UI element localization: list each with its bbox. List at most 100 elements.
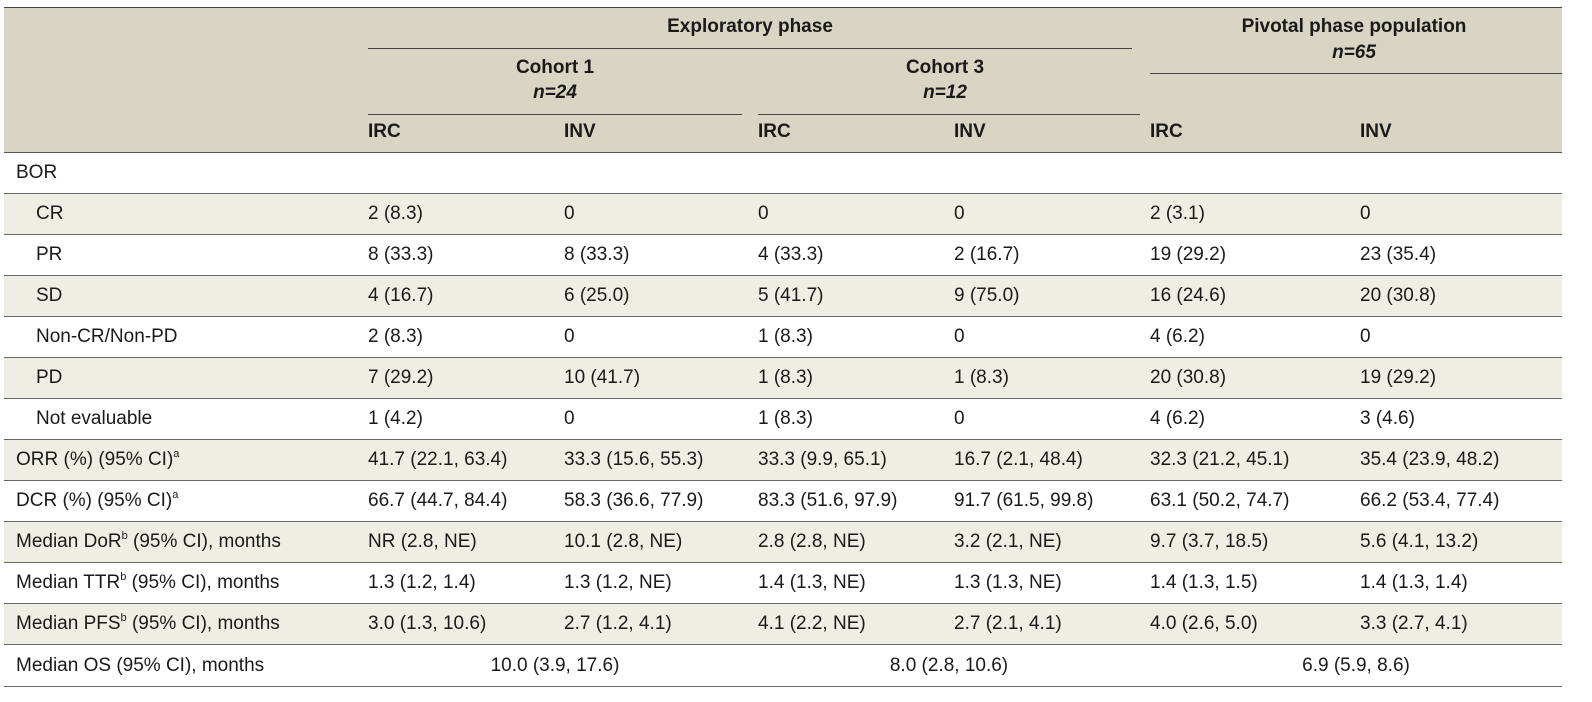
table-cell: 4 (6.2) — [1150, 408, 1205, 429]
table-row: Median PFSb (95% CI), months 3.0 (1.3, 10… — [4, 604, 1562, 645]
table-cell: 3.2 (2.1, NE) — [954, 531, 1062, 552]
footnote-marker: b — [120, 611, 127, 624]
table-cell: 2.7 (1.2, 4.1) — [564, 613, 672, 634]
table-cell: 10 (41.7) — [564, 367, 641, 388]
table-cell: 7 (29.2) — [368, 367, 434, 388]
row-label: PR — [36, 235, 62, 275]
table-cell: 4.1 (2.2, NE) — [758, 613, 866, 634]
cohort1-n: n=24 — [368, 80, 742, 105]
cohort3-n-text: n=12 — [923, 82, 967, 103]
row-label: DCR (%) (95% CI)a — [16, 481, 178, 521]
pivotal-rule — [1150, 73, 1562, 74]
table-cell: 1.3 (1.2, 1.4) — [368, 572, 476, 593]
table-row: DCR (%) (95% CI)a 66.7 (44.7, 84.4) 58.3 (… — [4, 481, 1562, 522]
table-cell: 1.3 (1.2, NE) — [564, 572, 672, 593]
table-cell: 6 (25.0) — [564, 285, 630, 306]
row-label-text: Median PFS — [16, 613, 121, 634]
col-header-c3-irc: IRC — [758, 121, 791, 142]
table-cell: 5.6 (4.1, 13.2) — [1360, 531, 1479, 552]
table-cell: 4 (33.3) — [758, 244, 824, 265]
table-cell: 35.4 (23.9, 48.2) — [1360, 449, 1500, 470]
cohort1-n-text: n=24 — [533, 82, 577, 103]
table-cell: 1 (8.3) — [954, 367, 1009, 388]
col-header-c1-irc: IRC — [368, 121, 401, 142]
cohort3-header: Cohort 3 — [905, 57, 985, 78]
table-cell: 9.7 (3.7, 18.5) — [1150, 531, 1269, 552]
row-label: Median DoRb (95% CI), months — [16, 522, 281, 562]
table-cell: 83.3 (51.6, 97.9) — [758, 490, 898, 511]
table-cell: 66.2 (53.4, 77.4) — [1360, 490, 1500, 511]
table-cell: 16 (24.6) — [1150, 285, 1227, 306]
table-cell: 20 (30.8) — [1360, 285, 1437, 306]
table-cell: 2.8 (2.8, NE) — [758, 531, 866, 552]
footnote-marker: a — [172, 488, 179, 501]
table-row: PD 7 (29.2) 10 (41.7) 1 (8.3) 1 (8.3) 20 (30.… — [4, 358, 1562, 399]
table-cell: 0 — [564, 203, 575, 224]
table-cell: 1 (8.3) — [758, 408, 813, 429]
table-cell: 5 (41.7) — [758, 285, 824, 306]
row-label-suffix: (95% CI), months — [126, 572, 280, 593]
row-label-text: Median TTR — [16, 572, 121, 593]
table-cell: 1 (8.3) — [758, 367, 813, 388]
table-cell: 23 (35.4) — [1360, 244, 1437, 265]
table-cell: 1.3 (1.3, NE) — [954, 572, 1062, 593]
table-cell: 0 — [758, 203, 769, 224]
table-cell: 1 (8.3) — [758, 326, 813, 347]
row-label: Median TTRb (95% CI), months — [16, 563, 279, 603]
table-cell: 19 (29.2) — [1360, 367, 1437, 388]
table-row: Median DoRb (95% CI), months NR (2.8, NE)… — [4, 522, 1562, 563]
table-cell: 58.3 (36.6, 77.9) — [564, 490, 704, 511]
row-label-text: CR — [36, 203, 64, 224]
row-label-text: Not evaluable — [36, 408, 153, 429]
table-cell: 0 — [564, 326, 575, 347]
col-header-c3-inv: INV — [954, 121, 986, 142]
os-value-pivotal: 6.9 (5.9, 8.6) — [1302, 655, 1410, 676]
table-cell: 0 — [564, 408, 575, 429]
row-label: BOR — [16, 153, 57, 193]
table-cell: 0 — [1360, 203, 1371, 224]
pivotal-phase-header: Pivotal phase population — [1241, 16, 1467, 37]
row-label-text: ORR (%) (95% CI) — [16, 449, 174, 470]
table-cell: 9 (75.0) — [954, 285, 1020, 306]
table-cell: 1 (4.2) — [368, 408, 423, 429]
table-row: CR 2 (8.3) 0 0 0 2 (3.1) 0 — [4, 194, 1562, 235]
row-label-text: BOR — [16, 162, 58, 183]
row-label: SD — [36, 276, 62, 316]
row-label: Median OS (95% CI), months — [16, 655, 265, 676]
table-cell: 66.7 (44.7, 84.4) — [368, 490, 508, 511]
table-cell: 41.7 (22.1, 63.4) — [368, 449, 508, 470]
table-row: Non-CR/Non-PD 2 (8.3) 0 1 (8.3) 0 4 (6.2) 0 — [4, 317, 1562, 358]
row-label-text: PD — [36, 367, 63, 388]
row-label-text: Median DoR — [16, 531, 122, 552]
table-cell: NR (2.8, NE) — [368, 531, 477, 552]
row-label: PD — [36, 358, 62, 398]
table-cell: 16.7 (2.1, 48.4) — [954, 449, 1083, 470]
table-cell: 3.0 (1.3, 10.6) — [368, 613, 487, 634]
footnote-marker: b — [120, 570, 127, 583]
col-header-piv-inv: INV — [1360, 121, 1392, 142]
row-label-text: SD — [36, 285, 63, 306]
table-row: PR 8 (33.3) 8 (33.3) 4 (33.3) 2 (16.7) 19 (29… — [4, 235, 1562, 276]
row-label: CR — [36, 194, 63, 234]
cohort1-rule — [368, 114, 742, 115]
row-label: Not evaluable — [36, 399, 152, 439]
table-cell: 8 (33.3) — [564, 244, 630, 265]
table-cell: 91.7 (61.5, 99.8) — [954, 490, 1094, 511]
row-label-suffix: (95% CI), months — [126, 613, 280, 634]
footnote-marker: a — [173, 447, 180, 460]
os-value-cohort3: 8.0 (2.8, 10.6) — [889, 655, 1009, 676]
cohort3-rule — [758, 114, 1140, 115]
row-label: Non-CR/Non-PD — [36, 317, 177, 357]
pivotal-n: n=65 — [1150, 40, 1558, 65]
table-cell: 0 — [1360, 326, 1371, 347]
table-top-rule — [4, 7, 1562, 8]
os-value-cohort1: 10.0 (3.9, 17.6) — [490, 655, 620, 676]
pivotal-n-text: n=65 — [1332, 42, 1376, 63]
table-cell: 1.4 (1.3, 1.4) — [1360, 572, 1468, 593]
table-cell: 33.3 (15.6, 55.3) — [564, 449, 704, 470]
table-cell: 1.4 (1.3, 1.5) — [1150, 572, 1258, 593]
cohort3-n: n=12 — [758, 80, 1132, 105]
row-label-text: PR — [36, 244, 63, 265]
col-header-c1-inv: INV — [564, 121, 596, 142]
table-cell: 20 (30.8) — [1150, 367, 1227, 388]
